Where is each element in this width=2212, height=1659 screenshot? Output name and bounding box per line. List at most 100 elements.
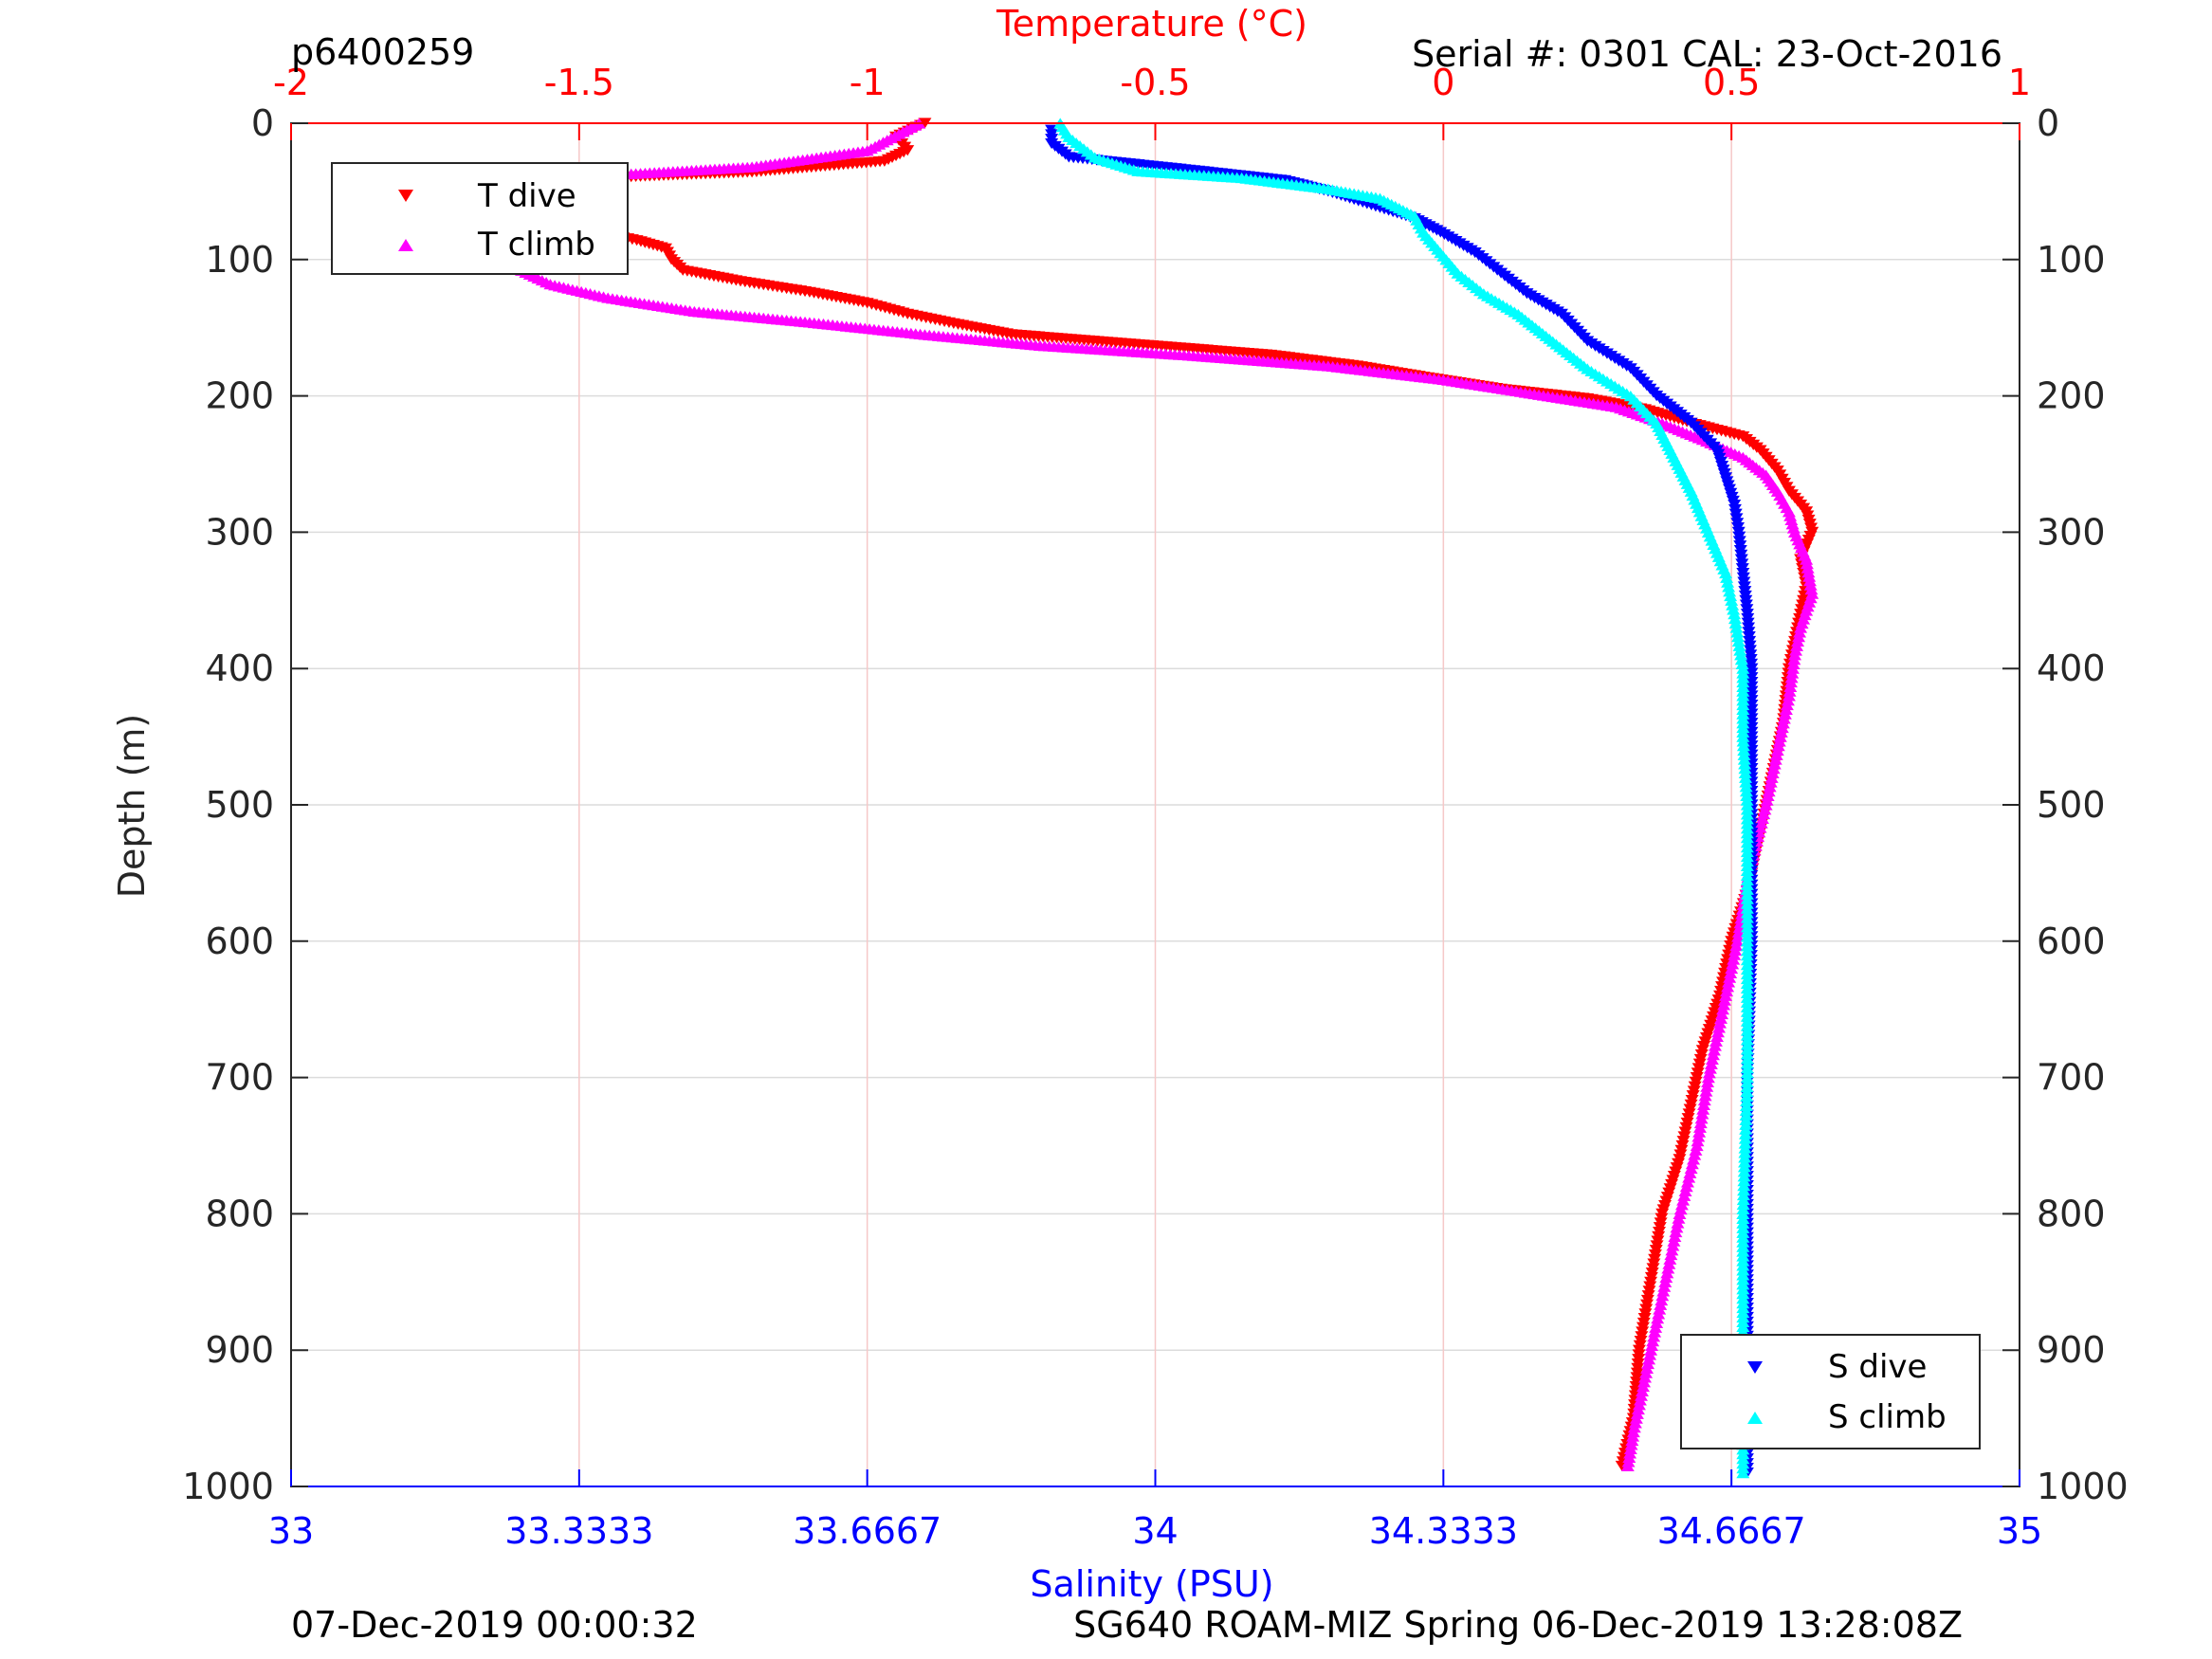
data-point: [1695, 1108, 1709, 1120]
data-point: [1643, 1349, 1657, 1360]
data-point: [1776, 718, 1790, 729]
data-point: [1754, 817, 1768, 829]
data-point: [1629, 1413, 1643, 1424]
data-point: [1665, 1245, 1679, 1256]
data-point: [1762, 786, 1776, 797]
data-point: [1620, 1460, 1635, 1472]
data-point: [1647, 1331, 1661, 1342]
data-point: [1800, 558, 1814, 570]
data-point: [1685, 1158, 1699, 1170]
data-point: [1719, 990, 1733, 1001]
temperature-tick-label: -1.5: [544, 62, 614, 103]
data-point: [1621, 1456, 1636, 1468]
data-point: [1802, 571, 1817, 582]
data-point: [1708, 1040, 1722, 1051]
data-point: [1662, 1258, 1676, 1269]
y-tick-label-right: 0: [2037, 102, 2059, 144]
y-tick-label-right: 200: [2037, 375, 2106, 417]
data-point: [1724, 590, 1738, 602]
temperature-tick-label: 1: [2008, 62, 2031, 103]
data-point: [1627, 1422, 1641, 1433]
data-point: [1714, 1012, 1728, 1024]
data-point: [1731, 931, 1746, 942]
data-point: [1794, 622, 1808, 633]
data-point: [1633, 1395, 1647, 1406]
data-point: [1649, 1322, 1663, 1333]
data-point: [1789, 645, 1803, 656]
data-point: [1763, 781, 1777, 793]
data-point: [1772, 736, 1786, 747]
data-point: [1677, 1190, 1691, 1201]
data-point: [1709, 1035, 1723, 1047]
data-point: [1768, 754, 1782, 765]
data-point: [1684, 1162, 1698, 1175]
data-point: [1791, 635, 1805, 647]
data-point: [1636, 1380, 1650, 1393]
data-point: [1716, 1004, 1730, 1015]
data-point: [1696, 1103, 1710, 1115]
data-point: [1626, 1426, 1640, 1438]
data-point: [1785, 667, 1800, 679]
data-point: [1702, 1067, 1716, 1079]
data-point: [1788, 649, 1802, 661]
data-point: [1634, 1390, 1648, 1401]
data-point: [1654, 1299, 1668, 1310]
y-tick-label-left: 400: [205, 647, 274, 689]
data-point: [1731, 635, 1746, 647]
data-point: [1721, 981, 1735, 993]
data-point: [1761, 790, 1775, 802]
data-point: [1631, 1403, 1645, 1415]
data-point: [1691, 1136, 1705, 1147]
data-point: [1701, 1072, 1715, 1084]
data-point: [1726, 599, 1740, 611]
legend-s-dive-label: S dive: [1828, 1348, 1927, 1386]
data-point: [1728, 617, 1743, 629]
data-point: [1753, 822, 1767, 833]
data-point: [1729, 939, 1744, 952]
data-point: [1637, 1376, 1652, 1388]
data-point: [1661, 1263, 1675, 1274]
data-point: [1692, 1126, 1707, 1138]
y-tick-label-left: 0: [251, 102, 274, 144]
y-tick-label-right: 500: [2037, 784, 2106, 826]
data-point: [1724, 967, 1738, 978]
data-point: [1804, 584, 1819, 595]
data-point: [1727, 604, 1741, 615]
data-point: [1660, 1267, 1674, 1279]
data-point: [1728, 944, 1743, 956]
data-point: [1623, 1448, 1637, 1459]
data-point: [1682, 1172, 1696, 1183]
data-point: [1688, 1149, 1702, 1160]
y-tick-label-right: 600: [2037, 921, 2106, 962]
y-tick-label-left: 800: [205, 1193, 274, 1234]
data-point: [1726, 958, 1740, 970]
data-point: [1790, 640, 1804, 651]
salinity-tick-label: 33.6667: [793, 1510, 941, 1552]
legend-t-climb-marker: [398, 239, 413, 251]
temperature-tick-label: 0.5: [1703, 62, 1760, 103]
data-point: [1671, 1217, 1685, 1229]
legend-s-dive-marker: [1747, 1361, 1763, 1374]
data-point: [1658, 1276, 1673, 1287]
data-point: [1655, 1290, 1670, 1302]
salinity-tick-label: 33: [268, 1510, 314, 1552]
data-point: [1676, 1194, 1691, 1206]
data-point: [1723, 972, 1737, 983]
data-point: [1657, 1281, 1672, 1292]
data-point: [1780, 699, 1794, 711]
data-point: [1770, 744, 1784, 757]
data-point: [1687, 1154, 1701, 1165]
data-point: [1654, 1294, 1669, 1306]
data-point: [1680, 1176, 1694, 1188]
data-point: [1624, 1439, 1638, 1450]
data-point: [1792, 631, 1806, 643]
data-point: [1787, 654, 1801, 665]
data-layer: [457, 118, 1819, 1479]
data-point: [1725, 594, 1739, 606]
data-point: [1717, 999, 1731, 1011]
data-point: [1638, 1372, 1653, 1383]
data-point: [1767, 758, 1782, 770]
data-point: [1678, 1185, 1692, 1197]
data-point: [1673, 1204, 1688, 1215]
